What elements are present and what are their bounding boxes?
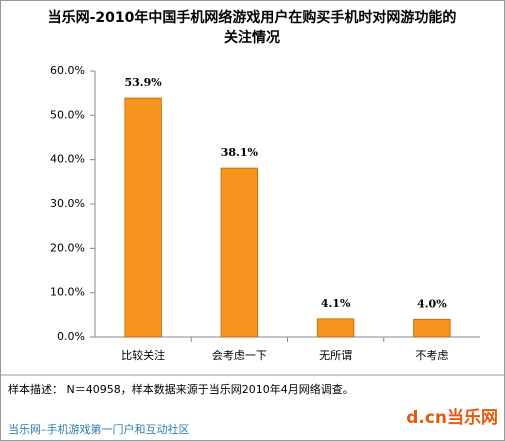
x-tick-label: 不考虑 <box>415 349 448 362</box>
y-tick-label: 60.0% <box>50 64 85 77</box>
x-tick-label: 比较关注 <box>121 348 165 362</box>
note: 样本描述： N＝40958，样本数据来源于当乐网2010年4月网络调查。 <box>8 382 354 396</box>
bar <box>220 167 259 338</box>
y-tick-label: 10.0% <box>50 286 85 299</box>
value-label: 38.1% <box>221 146 259 159</box>
chart-title: 当乐网-2010年中国手机网络游戏用户在购买手机时对网游功能的 <box>48 9 457 26</box>
value-label: 4.1% <box>321 297 351 310</box>
value-label: 4.0% <box>417 297 447 310</box>
y-tick-label: 30.0% <box>50 197 85 210</box>
x-tick-label: 会考虑一下 <box>212 349 267 362</box>
bar <box>316 318 355 338</box>
y-tick-label: 0.0% <box>57 330 85 343</box>
y-tick-label: 50.0% <box>50 108 85 121</box>
x-tick-label: 无所谓 <box>319 349 352 362</box>
y-tick-label: 40.0% <box>50 153 85 166</box>
bar <box>124 97 162 338</box>
chart-title: 关注情况 <box>224 29 280 46</box>
value-label: 53.9% <box>125 76 163 89</box>
bar <box>413 318 451 338</box>
logo: d.cn当乐网 <box>406 407 498 428</box>
footer: 当乐网–手机游戏第一门户和互动社区 <box>8 422 190 436</box>
y-tick-label: 20.0% <box>50 241 85 254</box>
